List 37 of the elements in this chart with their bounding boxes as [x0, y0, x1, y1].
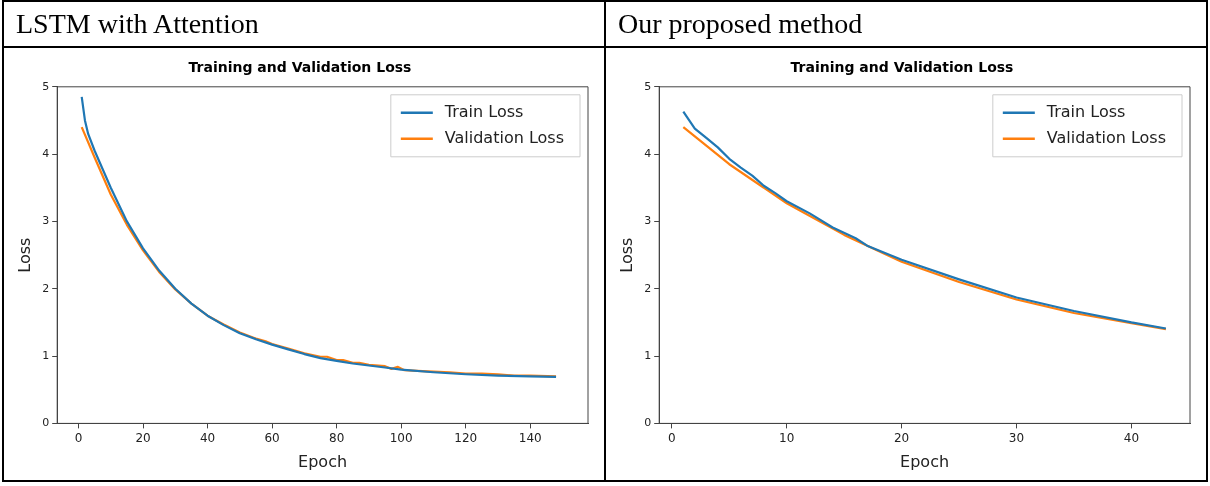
legend-label: Train Loss: [443, 101, 524, 121]
x-axis-title: Epoch: [900, 451, 950, 471]
x-tick-label: 0: [668, 430, 676, 445]
x-tick-label: 100: [389, 430, 413, 445]
x-tick-label: 80: [329, 430, 345, 445]
x-tick-label: 40: [199, 430, 216, 445]
x-tick-label: 0: [74, 430, 83, 445]
y-tick-label: 3: [42, 214, 50, 228]
y-axis-title: Loss: [14, 237, 34, 273]
x-tick-label: 20: [135, 430, 151, 445]
y-tick-label: 4: [42, 146, 50, 160]
y-tick-label: 5: [644, 79, 652, 93]
x-axis-title: Epoch: [298, 451, 348, 471]
x-tick-label: 10: [779, 430, 795, 445]
x-tick-label: 60: [264, 430, 280, 445]
y-tick-label: 0: [644, 416, 652, 430]
chart-title: Our proposed method: [605, 1, 1207, 47]
y-tick-label: 4: [644, 146, 652, 160]
y-tick-label: 1: [644, 348, 652, 362]
chart-subtitle: Training and Validation Loss: [188, 59, 412, 76]
legend-label: Validation Loss: [1046, 127, 1166, 147]
x-tick-label: 40: [1123, 430, 1140, 445]
x-tick-label: 20: [893, 430, 910, 445]
x-tick-label: 140: [518, 430, 542, 445]
y-tick-label: 2: [644, 281, 652, 295]
chart-subtitle: Training and Validation Loss: [790, 59, 1014, 76]
y-tick-label: 5: [42, 79, 50, 93]
y-tick-label: 1: [42, 348, 50, 362]
x-tick-label: 30: [1008, 430, 1025, 445]
y-tick-label: 0: [42, 416, 50, 430]
y-axis-title: Loss: [616, 237, 636, 273]
chart-title: LSTM with Attention: [3, 1, 605, 47]
legend-label: Validation Loss: [444, 127, 564, 147]
y-tick-label: 2: [42, 281, 50, 295]
legend-label: Train Loss: [1045, 101, 1126, 121]
x-tick-label: 120: [454, 430, 478, 445]
y-tick-label: 3: [644, 214, 652, 228]
